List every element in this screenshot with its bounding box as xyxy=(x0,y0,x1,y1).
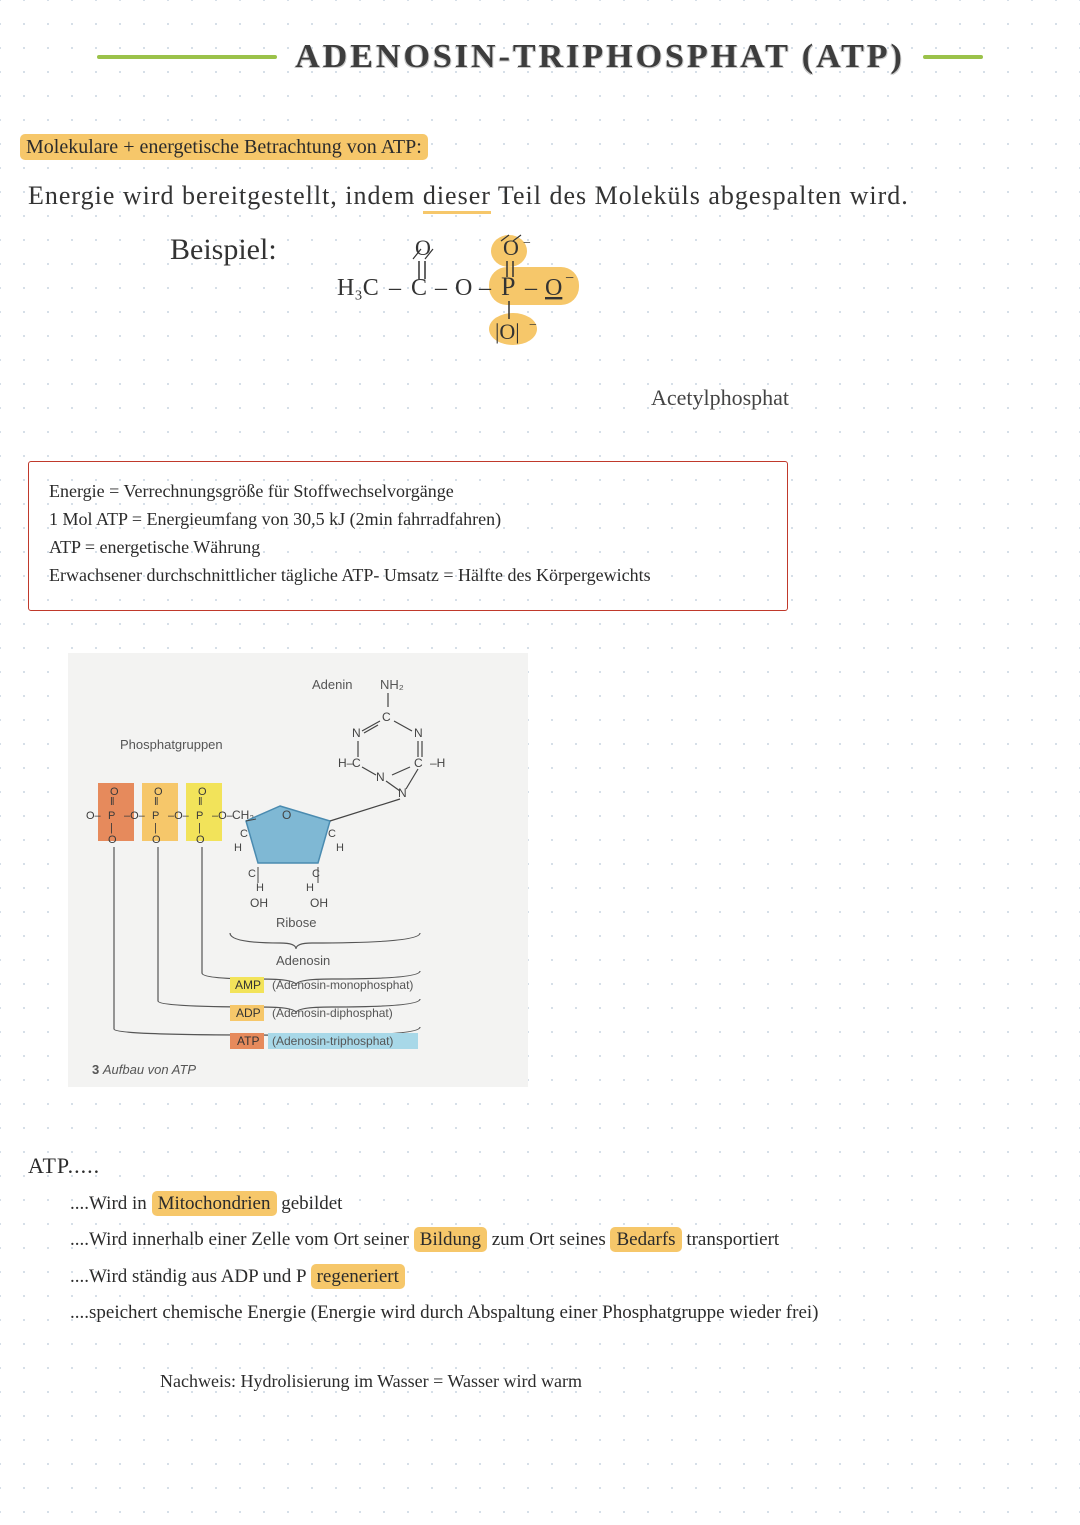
svg-text:P: P xyxy=(196,810,203,822)
svg-text:C: C xyxy=(414,756,423,770)
svg-text:O: O xyxy=(455,275,472,301)
svg-text:O–: O– xyxy=(86,810,102,822)
label-phosphat: Phosphatgruppen xyxy=(120,737,223,752)
svg-text:|: | xyxy=(110,822,113,834)
footnote: Nachweis: Hydrolisierung im Wasser = Was… xyxy=(160,1371,1080,1392)
example-row: Beispiel: O H₃C – C – O – P – O − O − |O… xyxy=(170,233,1080,373)
svg-text:OH: OH xyxy=(310,896,328,910)
phosphate-groups: OOO ‖‖‖ O– P–O– P–O– P–O– ||| OOO CH₂ xyxy=(86,783,254,846)
handwritten-line: Energie wird bereitgestellt, indem diese… xyxy=(28,181,1080,211)
svg-text:–O–: –O– xyxy=(212,810,234,822)
label-nh2: NH₂ xyxy=(380,677,404,692)
list-item: ....Wird ständig aus ADP und P regenerie… xyxy=(70,1259,1080,1295)
svg-text:C: C xyxy=(328,828,336,840)
info-line: Energie = Verrechnungsgröße für Stoffwec… xyxy=(49,478,767,506)
info-line: ATP = energetische Währung xyxy=(49,534,767,562)
svg-text:−: − xyxy=(529,318,537,333)
svg-text:H: H xyxy=(256,882,264,894)
atp-list: ....Wird in Mitochondrien gebildet ....W… xyxy=(70,1186,1080,1330)
list-item: ....Wird innerhalb einer Zelle vom Ort s… xyxy=(70,1222,1080,1258)
ribose: O C C C C H H H H OH OH xyxy=(234,799,400,910)
svg-text:−: − xyxy=(523,236,531,251)
svg-text:O: O xyxy=(282,808,291,822)
svg-text:–: – xyxy=(434,275,448,301)
list-item: ....Wird in Mitochondrien gebildet xyxy=(70,1186,1080,1222)
label-ribose: Ribose xyxy=(276,915,316,930)
svg-text:–: – xyxy=(388,275,402,301)
svg-text:H₃C: H₃C xyxy=(337,275,379,301)
svg-text:|: | xyxy=(198,822,201,834)
svg-text:ATP: ATP xyxy=(237,1034,259,1048)
svg-text:‖: ‖ xyxy=(110,796,115,808)
title-rule-right xyxy=(923,55,983,59)
svg-text:C: C xyxy=(240,828,248,840)
svg-text:H–: H– xyxy=(338,756,354,770)
svg-text:N: N xyxy=(352,726,361,740)
svg-text:O: O xyxy=(108,834,117,846)
svg-text:H: H xyxy=(234,842,242,854)
info-line: 1 Mol ATP = Energieumfang von 30,5 kJ (2… xyxy=(49,506,767,534)
diagram-caption: 3 Aufbau von ATP xyxy=(92,1062,516,1077)
info-line: Erwachsener durchschnittlicher tägliche … xyxy=(49,562,767,590)
atp-diagram: Adenin NH₂ Phosphatgruppen C N N C C H– … xyxy=(68,653,528,1087)
example-label: Beispiel: xyxy=(170,233,277,267)
svg-text:–H: –H xyxy=(430,756,445,770)
svg-text:(Adenosin-monophosphat): (Adenosin-monophosphat) xyxy=(272,978,413,992)
svg-text:N: N xyxy=(414,726,423,740)
adenine-ring: C N N C C H– –H N N xyxy=(338,693,445,800)
svg-text:P: P xyxy=(152,810,159,822)
svg-text:AMP: AMP xyxy=(235,978,261,992)
svg-text:C: C xyxy=(411,275,427,301)
atp-section: ATP..... ....Wird in Mitochondrien gebil… xyxy=(28,1145,1080,1331)
list-item: ....speichert chemische Energie (Energie… xyxy=(70,1295,1080,1331)
atp-heading: ATP..... xyxy=(28,1145,1080,1187)
svg-text:‖: ‖ xyxy=(154,796,159,808)
info-box: Energie = Verrechnungsgröße für Stoffwec… xyxy=(28,461,788,611)
page-title: ADENOSIN-TRIPHOSPHAT (ATP) xyxy=(295,38,905,76)
svg-text:P: P xyxy=(108,810,115,822)
svg-text:|O|: |O| xyxy=(495,319,520,344)
diagram-caption-text: Aufbau von ATP xyxy=(103,1062,196,1077)
svg-text:ADP: ADP xyxy=(236,1006,261,1020)
svg-text:‖: ‖ xyxy=(198,796,203,808)
svg-text:C: C xyxy=(248,868,256,880)
svg-text:N: N xyxy=(398,786,407,800)
svg-text:H: H xyxy=(306,882,314,894)
svg-text:O: O xyxy=(545,275,562,301)
svg-text:O: O xyxy=(152,834,161,846)
svg-text:(Adenosin-diphosphat): (Adenosin-diphosphat) xyxy=(272,1006,393,1020)
svg-text:C: C xyxy=(312,868,320,880)
svg-text:–O–: –O– xyxy=(124,810,146,822)
title-rule-left xyxy=(97,55,277,59)
hw-underlined: dieser xyxy=(423,181,491,214)
svg-text:−: − xyxy=(565,270,574,287)
svg-text:N: N xyxy=(376,770,385,784)
svg-text:–O–: –O– xyxy=(168,810,190,822)
svg-text:Adenosin: Adenosin xyxy=(276,953,330,968)
section-heading-text: Molekulare + energetische Betrachtung vo… xyxy=(20,134,428,160)
svg-text:|: | xyxy=(154,822,157,834)
hw-post: Teil des Moleküls abgespalten wird. xyxy=(491,181,909,210)
svg-text:C: C xyxy=(352,756,361,770)
svg-text:–: – xyxy=(524,275,538,301)
svg-text:H: H xyxy=(336,842,344,854)
section-heading: Molekulare + energetische Betrachtung vo… xyxy=(20,136,1080,159)
svg-text:(Adenosin-triphosphat): (Adenosin-triphosphat) xyxy=(272,1034,393,1048)
svg-text:C: C xyxy=(382,710,391,724)
svg-text:O: O xyxy=(196,834,205,846)
title-bar: ADENOSIN-TRIPHOSPHAT (ATP) xyxy=(0,0,1080,86)
brace-tags: AMP (Adenosin-monophosphat) ADP (Adenosi… xyxy=(230,977,418,1049)
label-adenin: Adenin xyxy=(312,677,352,692)
svg-text:O: O xyxy=(415,235,431,260)
svg-text:OH: OH xyxy=(250,896,268,910)
example-caption: Acetylphosphat xyxy=(360,385,1080,411)
hw-pre: Energie wird bereitgestellt, indem xyxy=(28,181,423,210)
atp-diagram-svg: Adenin NH₂ Phosphatgruppen C N N C C H– … xyxy=(80,671,520,1051)
svg-text:–: – xyxy=(478,275,492,301)
diagram-caption-num: 3 xyxy=(92,1062,99,1077)
acetylphosphate-structure: O H₃C – C – O – P – O − O − |O| − xyxy=(317,233,637,373)
